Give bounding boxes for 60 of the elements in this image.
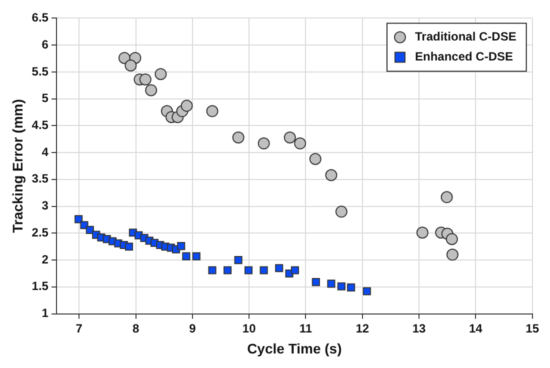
x-tick-label: 9 [189,321,196,336]
point [446,248,458,261]
point [180,100,193,112]
point [192,252,200,260]
point [416,226,428,239]
point [362,287,371,296]
x-axis-title: Cycle Time (s) [247,340,342,356]
point [290,266,300,274]
point [139,73,152,86]
point [294,137,306,150]
point [177,242,186,250]
x-tick-label: 13 [412,321,426,336]
x-tick-label: 11 [299,321,312,336]
point [182,252,190,260]
point [335,206,348,218]
point [327,280,336,288]
point [244,266,253,274]
x-tick-label: 7 [76,321,83,336]
y-axis-title: Tracking Error (mm) [9,99,26,233]
point [275,264,284,272]
point [347,283,356,292]
point [124,242,134,251]
x-tick-label: 10 [242,321,256,336]
x-tick-label: 8 [132,321,140,336]
x-tick-label: 14 [469,321,483,336]
legend-label: Traditional C-DSE [414,30,516,44]
y-tick-label: 5 [42,91,49,106]
point [440,191,453,204]
x-tick-label: 15 [526,321,540,336]
y-tick-label: 3 [42,198,49,213]
y-tick-label: 4.5 [32,118,49,132]
y-tick-label: 5.5 [32,64,49,78]
y-tick-label: 1.5 [32,279,49,294]
x-tick-label: 12 [356,321,370,336]
point [325,169,338,182]
point [145,84,158,96]
point [312,278,320,286]
point [446,233,458,246]
point [284,132,296,144]
y-tick-label: 2.5 [32,225,49,240]
point [208,266,216,274]
point [224,266,232,274]
y-tick-label: 6.5 [32,10,49,25]
legend-label: Enhanced C-DSE [414,50,513,64]
point [309,153,322,166]
y-tick-label: 2 [42,252,49,266]
point [234,256,242,264]
y-tick-label: 3.5 [32,172,49,186]
point [154,68,167,80]
point [206,105,218,118]
point [258,137,270,150]
y-tick-label: 4 [42,144,49,159]
point [86,226,94,234]
point [74,215,83,224]
point [232,132,244,144]
y-tick-label: 6 [42,37,49,52]
point [124,59,137,72]
point [337,282,346,290]
point [260,266,268,274]
y-tick-label: 1 [42,306,49,320]
